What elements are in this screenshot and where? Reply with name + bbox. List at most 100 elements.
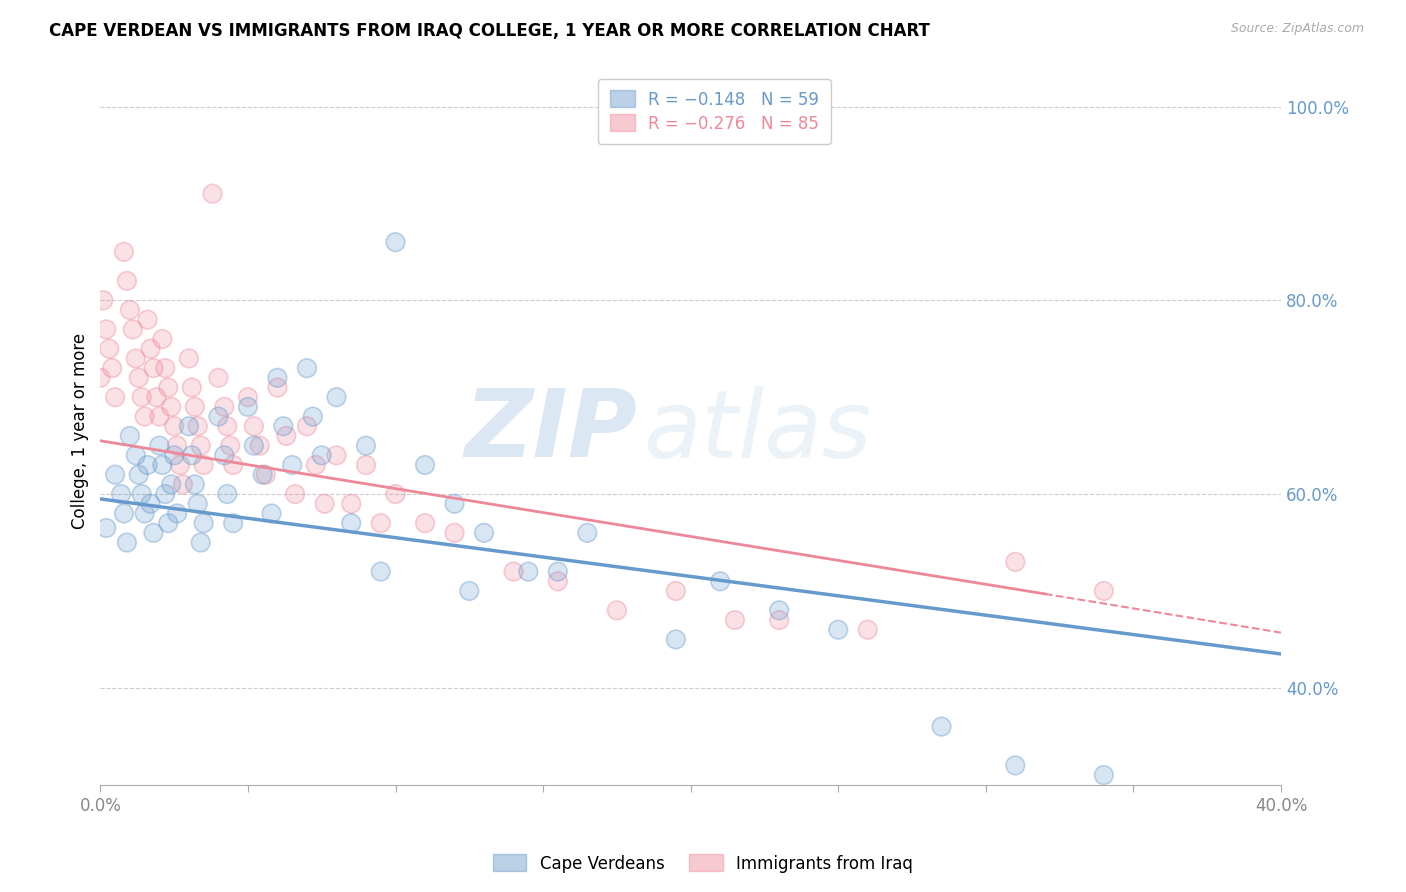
- Point: [266, 371, 288, 385]
- Point: [413, 516, 436, 530]
- Point: [665, 632, 688, 647]
- Point: [91, 293, 114, 308]
- Point: [207, 371, 229, 385]
- Point: [724, 613, 747, 627]
- Point: [201, 186, 224, 201]
- Point: [139, 342, 162, 356]
- Point: [150, 458, 173, 472]
- Point: [150, 458, 173, 472]
- Point: [163, 448, 186, 462]
- Point: [177, 419, 200, 434]
- Point: [201, 186, 224, 201]
- Point: [266, 380, 288, 394]
- Point: [214, 400, 236, 414]
- Point: [150, 332, 173, 346]
- Point: [190, 535, 212, 549]
- Point: [89, 371, 111, 385]
- Point: [112, 244, 135, 259]
- Point: [163, 448, 186, 462]
- Point: [458, 584, 481, 599]
- Point: [311, 448, 333, 462]
- Point: [180, 448, 202, 462]
- Point: [115, 535, 138, 549]
- Point: [166, 439, 188, 453]
- Point: [131, 390, 153, 404]
- Point: [101, 361, 124, 376]
- Point: [187, 497, 209, 511]
- Point: [193, 458, 215, 472]
- Point: [305, 458, 328, 472]
- Point: [193, 458, 215, 472]
- Point: [155, 361, 177, 376]
- Point: [148, 409, 170, 424]
- Point: [110, 487, 132, 501]
- Point: [134, 507, 156, 521]
- Point: [219, 439, 242, 453]
- Point: [709, 574, 731, 589]
- Point: [89, 371, 111, 385]
- Point: [184, 400, 207, 414]
- Point: [768, 613, 790, 627]
- Point: [96, 521, 118, 535]
- Point: [252, 467, 274, 482]
- Point: [104, 390, 127, 404]
- Point: [249, 439, 271, 453]
- Point: [155, 487, 177, 501]
- Point: [768, 603, 790, 617]
- Point: [104, 467, 127, 482]
- Point: [157, 380, 180, 394]
- Point: [128, 371, 150, 385]
- Point: [150, 332, 173, 346]
- Point: [214, 448, 236, 462]
- Point: [134, 507, 156, 521]
- Point: [856, 623, 879, 637]
- Text: atlas: atlas: [644, 385, 872, 476]
- Point: [115, 535, 138, 549]
- Point: [217, 487, 239, 501]
- Point: [281, 458, 304, 472]
- Point: [96, 322, 118, 336]
- Point: [254, 467, 277, 482]
- Point: [148, 409, 170, 424]
- Point: [340, 497, 363, 511]
- Y-axis label: College, 1 year or more: College, 1 year or more: [72, 333, 89, 529]
- Point: [281, 458, 304, 472]
- Point: [139, 342, 162, 356]
- Point: [325, 448, 347, 462]
- Point: [249, 439, 271, 453]
- Point: [207, 409, 229, 424]
- Point: [1092, 768, 1115, 782]
- Point: [96, 322, 118, 336]
- Point: [266, 380, 288, 394]
- Point: [142, 361, 165, 376]
- Point: [413, 458, 436, 472]
- Point: [160, 400, 183, 414]
- Point: [142, 525, 165, 540]
- Point: [160, 477, 183, 491]
- Point: [214, 448, 236, 462]
- Point: [155, 361, 177, 376]
- Point: [172, 477, 194, 491]
- Text: CAPE VERDEAN VS IMMIGRANTS FROM IRAQ COLLEGE, 1 YEAR OR MORE CORRELATION CHART: CAPE VERDEAN VS IMMIGRANTS FROM IRAQ COL…: [49, 22, 931, 40]
- Point: [217, 419, 239, 434]
- Point: [222, 516, 245, 530]
- Point: [236, 400, 259, 414]
- Point: [118, 303, 141, 318]
- Point: [131, 487, 153, 501]
- Point: [131, 487, 153, 501]
- Point: [180, 448, 202, 462]
- Text: ZIP: ZIP: [464, 385, 637, 477]
- Point: [665, 632, 688, 647]
- Point: [931, 720, 953, 734]
- Point: [172, 477, 194, 491]
- Point: [354, 458, 377, 472]
- Point: [112, 507, 135, 521]
- Point: [384, 235, 406, 249]
- Point: [502, 565, 524, 579]
- Point: [166, 507, 188, 521]
- Point: [243, 419, 266, 434]
- Point: [236, 390, 259, 404]
- Point: [236, 390, 259, 404]
- Point: [547, 574, 569, 589]
- Point: [827, 623, 849, 637]
